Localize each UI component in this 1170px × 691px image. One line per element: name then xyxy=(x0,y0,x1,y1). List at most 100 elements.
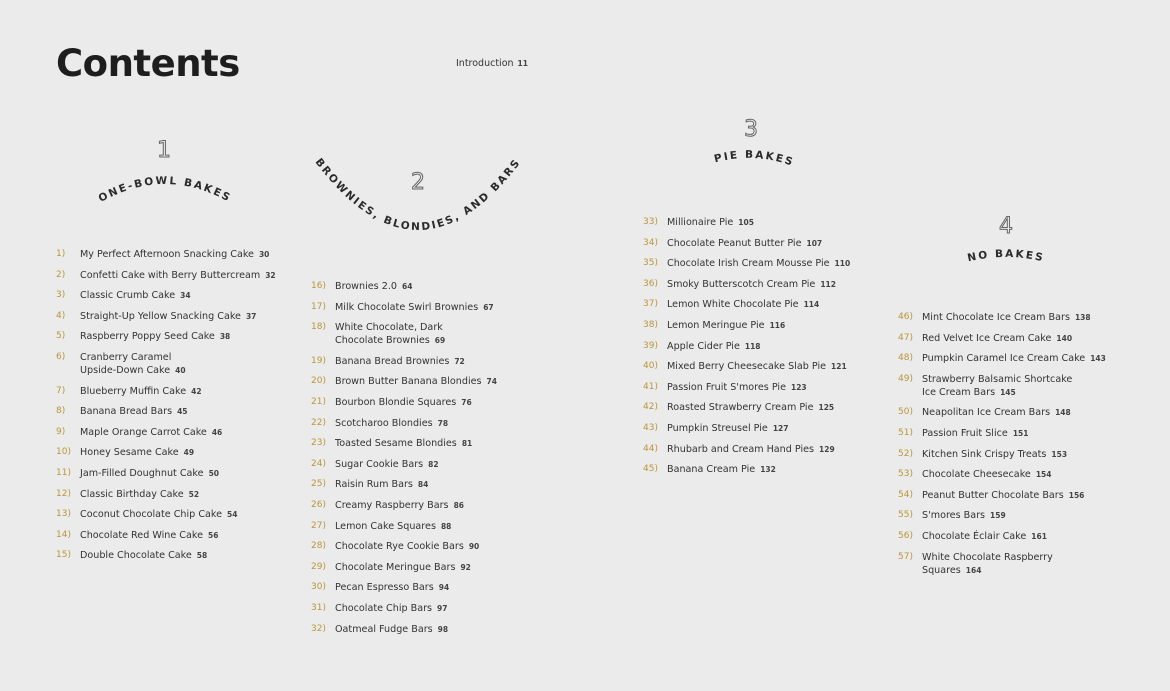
entry-title: Chocolate Rye Cookie Bars xyxy=(335,541,464,553)
entry-number: 5) xyxy=(56,331,66,342)
toc-entry[interactable]: 46) Mint Chocolate Ice Cream Bars 138 xyxy=(898,311,1118,324)
toc-entry[interactable]: 57) White Chocolate Raspberry Squares 164 xyxy=(898,551,1118,577)
toc-entry[interactable]: 42) Roasted Strawberry Cream Pie 125 xyxy=(643,401,873,414)
entry-title: Strawberry Balsamic Shortcake Ice Cream B… xyxy=(922,373,1073,398)
toc-entry[interactable]: 3) Classic Crumb Cake 34 xyxy=(56,289,286,302)
toc-entry[interactable]: 21) Bourbon Blondie Squares 76 xyxy=(311,396,506,409)
toc-entry[interactable]: 1) My Perfect Afternoon Snacking Cake 30 xyxy=(56,248,286,261)
toc-entry[interactable]: 38) Lemon Meringue Pie 116 xyxy=(643,319,873,332)
introduction-entry[interactable]: Introduction 11 xyxy=(456,58,528,69)
entry-page: 64 xyxy=(402,282,413,291)
entry-page: 76 xyxy=(461,397,472,407)
toc-entry[interactable]: 7) Blueberry Muffin Cake 42 xyxy=(56,385,286,398)
toc-entry[interactable]: 39) Apple Cider Pie 118 xyxy=(643,340,873,353)
toc-entry[interactable]: 52) Kitchen Sink Crispy Treats 153 xyxy=(898,448,1118,461)
entry-number: 33) xyxy=(643,217,658,227)
toc-entry[interactable]: 55) S'mores Bars 159 xyxy=(898,509,1118,522)
toc-entry[interactable]: 22) Scotcharoo Blondies 78 xyxy=(311,417,506,430)
entry-title-wrap: Raisin Rum Bars 84 xyxy=(335,478,506,491)
entry-title-wrap: Passion Fruit Slice 151 xyxy=(922,427,1118,440)
entry-number: 6) xyxy=(56,351,66,362)
entry-number: 52) xyxy=(898,448,913,459)
toc-entry[interactable]: 14) Chocolate Red Wine Cake 56 xyxy=(56,529,286,542)
toc-entry[interactable]: 37) Lemon White Chocolate Pie 114 xyxy=(643,298,873,311)
entry-number: 20) xyxy=(311,376,326,387)
entry-title-wrap: My Perfect Afternoon Snacking Cake 30 xyxy=(80,248,286,261)
entry-title: Maple Orange Carrot Cake xyxy=(80,426,207,438)
entry-number: 40) xyxy=(643,361,658,372)
toc-entry[interactable]: 54) Peanut Butter Chocolate Bars 156 xyxy=(898,489,1118,502)
entry-title-wrap: Toasted Sesame Blondies 81 xyxy=(335,437,506,450)
entry-page: 98 xyxy=(437,624,449,634)
toc-entry[interactable]: 13) Coconut Chocolate Chip Cake 54 xyxy=(56,508,286,521)
toc-entry[interactable]: 20) Brown Butter Banana Blondies 74 xyxy=(311,375,506,388)
entry-number: 28) xyxy=(311,541,326,552)
section-2-number: 2 xyxy=(411,170,425,195)
toc-entry[interactable]: 53) Chocolate Cheesecake 154 xyxy=(898,468,1118,481)
toc-entry[interactable]: 12) Classic Birthday Cake 52 xyxy=(56,488,286,501)
entry-title-wrap: Milk Chocolate Swirl Brownies 67 xyxy=(335,301,506,314)
entry-title-wrap: Pumpkin Streusel Pie 127 xyxy=(667,422,873,435)
toc-entry[interactable]: 29) Chocolate Meringue Bars 92 xyxy=(311,561,506,574)
entry-title-wrap: Chocolate Cheesecake 154 xyxy=(922,468,1118,481)
toc-entry[interactable]: 31) Chocolate Chip Bars 97 xyxy=(311,602,506,615)
toc-entry[interactable]: 15) Double Chocolate Cake 58 xyxy=(56,549,286,562)
toc-entry[interactable]: 24) Sugar Cookie Bars 82 xyxy=(311,458,506,471)
toc-entry[interactable]: 27) Lemon Cake Squares 88 xyxy=(311,520,506,533)
entry-number: 25) xyxy=(311,479,326,490)
entry-title-wrap: Raspberry Poppy Seed Cake 38 xyxy=(80,330,286,343)
entry-page: 164 xyxy=(965,565,982,575)
toc-entry[interactable]: 17) Milk Chocolate Swirl Brownies 67 xyxy=(311,301,506,314)
toc-entry[interactable]: 50) Neapolitan Ice Cream Bars 148 xyxy=(898,406,1118,419)
toc-entry[interactable]: 18) White Chocolate, Dark Chocolate Browni… xyxy=(311,321,506,347)
entry-number: 50) xyxy=(898,407,913,418)
entry-title: Apple Cider Pie xyxy=(667,340,740,352)
toc-entry[interactable]: 49) Strawberry Balsamic Shortcake Ice Crea… xyxy=(898,373,1118,399)
toc-entry[interactable]: 48) Pumpkin Caramel Ice Cream Cake 143 xyxy=(898,352,1118,365)
entry-number: 9) xyxy=(56,426,66,437)
entry-title-wrap: Roasted Strawberry Cream Pie 125 xyxy=(667,401,873,414)
toc-entry[interactable]: 56) Chocolate Éclair Cake 161 xyxy=(898,530,1118,543)
entry-title-wrap: Chocolate Peanut Butter Pie 107 xyxy=(667,237,873,250)
entry-number: 56) xyxy=(898,530,913,541)
toc-entry[interactable]: 6) Cranberry Caramel Upside-Down Cake 40 xyxy=(56,351,286,377)
toc-entry[interactable]: 45) Banana Cream Pie 132 xyxy=(643,463,873,476)
section-3-number: 3 xyxy=(744,117,758,142)
toc-entry[interactable]: 8) Banana Bread Bars 45 xyxy=(56,405,286,418)
toc-entry[interactable]: 23) Toasted Sesame Blondies 81 xyxy=(311,437,506,450)
entry-title: Red Velvet Ice Cream Cake xyxy=(922,332,1052,344)
entry-page: 37 xyxy=(245,311,257,321)
toc-entry[interactable]: 30) Pecan Espresso Bars 94 xyxy=(311,581,506,594)
toc-entry[interactable]: 41) Passion Fruit S'mores Pie 123 xyxy=(643,381,873,394)
toc-entry[interactable]: 35) Chocolate Irish Cream Mousse Pie 110 xyxy=(643,257,873,270)
toc-entry[interactable]: 34) Chocolate Peanut Butter Pie 107 xyxy=(643,237,873,250)
toc-entry[interactable]: 26) Creamy Raspberry Bars 86 xyxy=(311,499,506,512)
toc-entry[interactable]: 47) Red Velvet Ice Cream Cake 140 xyxy=(898,332,1118,345)
toc-entry[interactable]: 44) Rhubarb and Cream Hand Pies 129 xyxy=(643,443,873,456)
toc-entry[interactable]: 11) Jam-Filled Doughnut Cake 50 xyxy=(56,467,286,480)
entry-title: Classic Crumb Cake xyxy=(80,290,176,302)
toc-entry[interactable]: 51) Passion Fruit Slice 151 xyxy=(898,427,1118,440)
toc-entry[interactable]: 36) Smoky Butterscotch Cream Pie 112 xyxy=(643,278,873,291)
toc-entry[interactable]: 33) Millionaire Pie 105 xyxy=(643,216,873,229)
toc-entry[interactable]: 19) Banana Bread Brownies 72 xyxy=(311,355,506,368)
toc-entry[interactable]: 10) Honey Sesame Cake 49 xyxy=(56,446,286,459)
entry-number: 30) xyxy=(311,582,326,593)
toc-entry[interactable]: 25) Raisin Rum Bars 84 xyxy=(311,478,506,491)
entry-number: 31) xyxy=(311,602,326,613)
entry-title: Toasted Sesame Blondies xyxy=(335,438,457,450)
toc-entry[interactable]: 16) Brownies 2.0 64 xyxy=(311,280,506,293)
entry-page: 40 xyxy=(175,365,186,375)
toc-entry[interactable]: 5) Raspberry Poppy Seed Cake 38 xyxy=(56,330,286,343)
entry-number: 54) xyxy=(898,489,913,500)
toc-entry[interactable]: 32) Oatmeal Fudge Bars 98 xyxy=(311,623,506,636)
toc-entry[interactable]: 9) Maple Orange Carrot Cake 46 xyxy=(56,426,286,439)
toc-entry[interactable]: 4) Straight-Up Yellow Snacking Cake 37 xyxy=(56,310,286,323)
entry-page: 86 xyxy=(453,500,464,510)
toc-entry[interactable]: 2) Confetti Cake with Berry Buttercream 32 xyxy=(56,269,286,282)
toc-entry[interactable]: 28) Chocolate Rye Cookie Bars 90 xyxy=(311,540,506,553)
toc-entry[interactable]: 40) Mixed Berry Cheesecake Slab Pie 121 xyxy=(643,360,873,373)
toc-entry[interactable]: 43) Pumpkin Streusel Pie 127 xyxy=(643,422,873,435)
page-title: Contents xyxy=(56,42,240,85)
entry-page: 127 xyxy=(772,423,789,433)
